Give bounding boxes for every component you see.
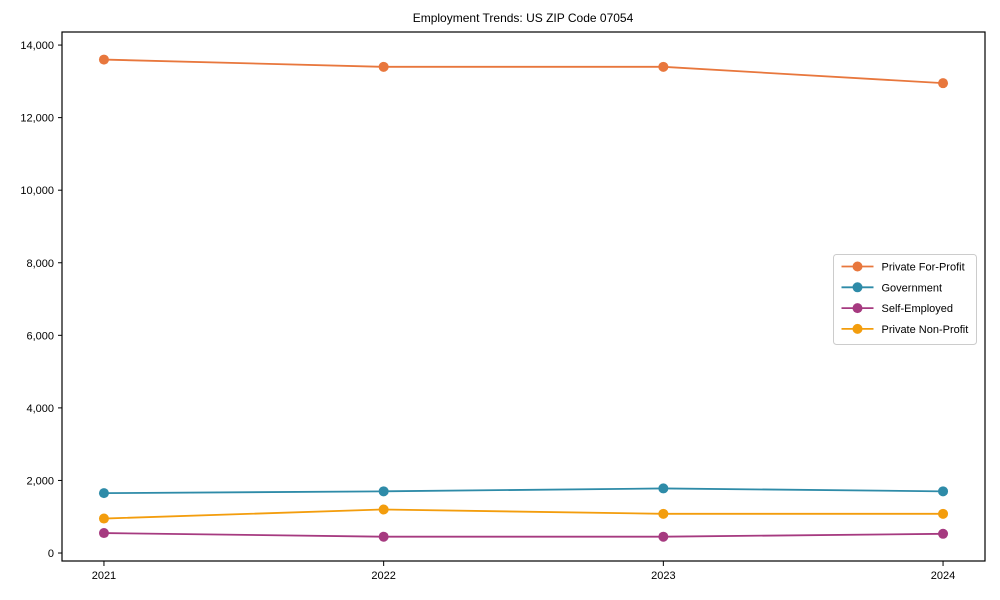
series-marker-private-for-profit bbox=[378, 61, 389, 72]
y-axis-tick-label: 2,000 bbox=[26, 475, 54, 487]
series-marker-government bbox=[98, 488, 109, 499]
series-line-government bbox=[103, 487, 944, 495]
y-axis-tick-label: 8,000 bbox=[26, 258, 54, 270]
x-axis-tick-label: 2023 bbox=[651, 570, 675, 582]
series-line-self-employed bbox=[103, 532, 944, 538]
series-marker-private-non-profit bbox=[378, 504, 389, 515]
x-axis-tick-label: 2024 bbox=[931, 570, 955, 582]
y-axis-tick-label: 12,000 bbox=[20, 113, 54, 125]
series-marker-self-employed bbox=[938, 528, 949, 539]
series-marker-private-for-profit bbox=[98, 54, 109, 65]
legend-label: Private For-Profit bbox=[882, 262, 965, 274]
legend-box bbox=[833, 254, 977, 345]
legend-label: Government bbox=[882, 282, 943, 294]
series-marker-private-non-profit bbox=[98, 513, 109, 524]
y-axis-tick-label: 4,000 bbox=[26, 403, 54, 415]
y-axis-tick-label: 6,000 bbox=[26, 330, 54, 342]
series-marker-government bbox=[938, 486, 949, 497]
plot-area: 0 2,000 4,000 6,000 8,000 10,000 12,000 14,000 2… bbox=[20, 31, 986, 582]
y-axis-tick-label: 0 bbox=[48, 548, 54, 560]
legend-label: Private Non-Profit bbox=[882, 324, 969, 336]
series-marker-government bbox=[378, 486, 389, 497]
chart-legend: Private For-Profit Government Self-Employe… bbox=[833, 254, 977, 345]
x-axis-tick-label: 2022 bbox=[371, 570, 395, 582]
series-marker-self-employed bbox=[378, 531, 389, 542]
series-marker-private-non-profit bbox=[658, 508, 669, 519]
series-marker-self-employed bbox=[98, 528, 109, 539]
legend-marker-dot bbox=[852, 323, 863, 334]
plot-frame bbox=[61, 31, 986, 562]
legend-marker-dot bbox=[852, 282, 863, 293]
x-axis-tick-label: 2021 bbox=[92, 570, 116, 582]
y-axis-tick-label: 10,000 bbox=[20, 185, 54, 197]
series-marker-private-for-profit bbox=[938, 78, 949, 89]
series-marker-self-employed bbox=[658, 531, 669, 542]
series-marker-private-non-profit bbox=[938, 508, 949, 519]
legend-marker-dot bbox=[852, 303, 863, 314]
series-marker-private-for-profit bbox=[658, 61, 669, 72]
y-axis-tick-label: 14,000 bbox=[20, 40, 54, 52]
series-line-private-for-profit bbox=[103, 58, 944, 85]
legend-marker-dot bbox=[852, 261, 863, 272]
series-marker-government bbox=[658, 483, 669, 494]
legend-label: Self-Employed bbox=[882, 303, 954, 315]
series-line-private-non-profit bbox=[103, 508, 944, 520]
chart-title: Employment Trends: US ZIP Code 07054 bbox=[413, 11, 634, 25]
